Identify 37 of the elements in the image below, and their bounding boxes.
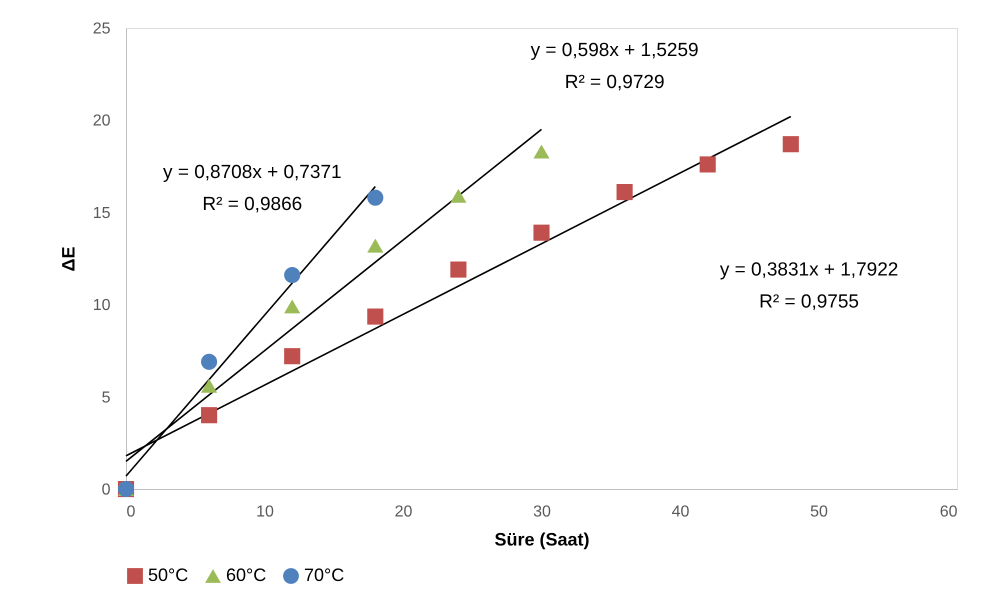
y-tick-label: 10 [92, 297, 111, 314]
y-tick-label: 20 [92, 112, 111, 130]
point [367, 308, 384, 325]
point [284, 348, 300, 364]
annotation: y = 0,598x + 1,5259 R² = 0,9729 [530, 40, 699, 94]
x-tick-label: 60 [940, 504, 958, 520]
x-tick-label: 40 [672, 504, 690, 520]
y-tick-label: 0 [102, 482, 111, 498]
x-tick-label: 0 [126, 504, 136, 520]
y-tick-label: 25 [92, 20, 111, 38]
legend-label: 70°C [304, 565, 344, 585]
legend-label: 60°C [226, 565, 266, 585]
y-tick-label: 5 [102, 389, 111, 406]
point [616, 184, 633, 200]
annotation: y = 0,8708x + 0,7371 R² = 0,9866 [163, 162, 342, 215]
point [201, 378, 218, 393]
point [700, 156, 716, 173]
x-tick-label: 10 [256, 504, 274, 520]
point [782, 136, 799, 152]
point [450, 188, 466, 203]
point [284, 299, 300, 314]
x-axis-title: Süre (Saat) [494, 530, 590, 550]
point [367, 190, 384, 206]
annotation: y = 0,3831x + 1,7922 R² = 0,9755 [720, 260, 898, 313]
x-tick-label: 50 [810, 504, 828, 520]
legend-label: 50°C [148, 565, 188, 585]
point [201, 354, 218, 370]
y-axis-title: ΔE [58, 246, 79, 272]
point [533, 144, 550, 159]
x-tick-label: 20 [394, 504, 412, 520]
point [367, 238, 384, 253]
point [533, 224, 550, 241]
y-tick-label: 15 [92, 204, 111, 222]
point [284, 267, 300, 284]
x-tick-label: 30 [533, 504, 551, 520]
point [450, 262, 466, 278]
point [201, 407, 218, 424]
